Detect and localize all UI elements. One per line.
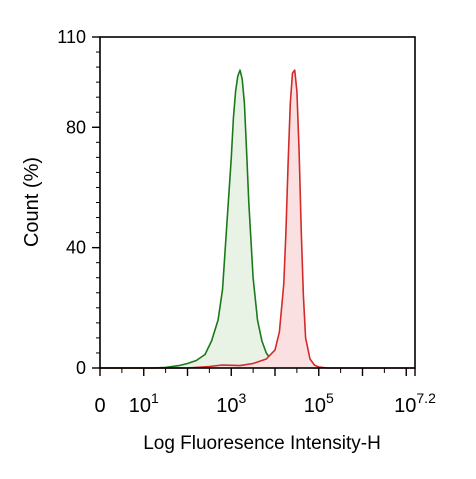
y-tick-label: 80 bbox=[66, 117, 86, 137]
histogram-curves bbox=[100, 69, 415, 369]
y-tick-label: 40 bbox=[66, 238, 86, 258]
x-tick-label: 103 bbox=[216, 390, 246, 417]
y-axis-ticks: 0 40 80 110 bbox=[57, 27, 100, 378]
series-1-line bbox=[100, 69, 415, 369]
series-0-line bbox=[100, 69, 319, 369]
x-tick-label: 0 bbox=[94, 395, 105, 417]
y-tick-label: 0 bbox=[76, 358, 86, 378]
y-axis-label: Count (%) bbox=[21, 157, 43, 247]
x-tick-label: 107.2 bbox=[394, 390, 436, 417]
x-tick-label: 101 bbox=[129, 390, 159, 417]
x-axis-ticks: 0 101 103 105 107.2 bbox=[94, 368, 436, 417]
x-axis-label: Log Fluoresence Intensity-H bbox=[143, 433, 381, 454]
x-tick-label: 105 bbox=[304, 390, 334, 417]
y-tick-label: 110 bbox=[57, 27, 86, 47]
